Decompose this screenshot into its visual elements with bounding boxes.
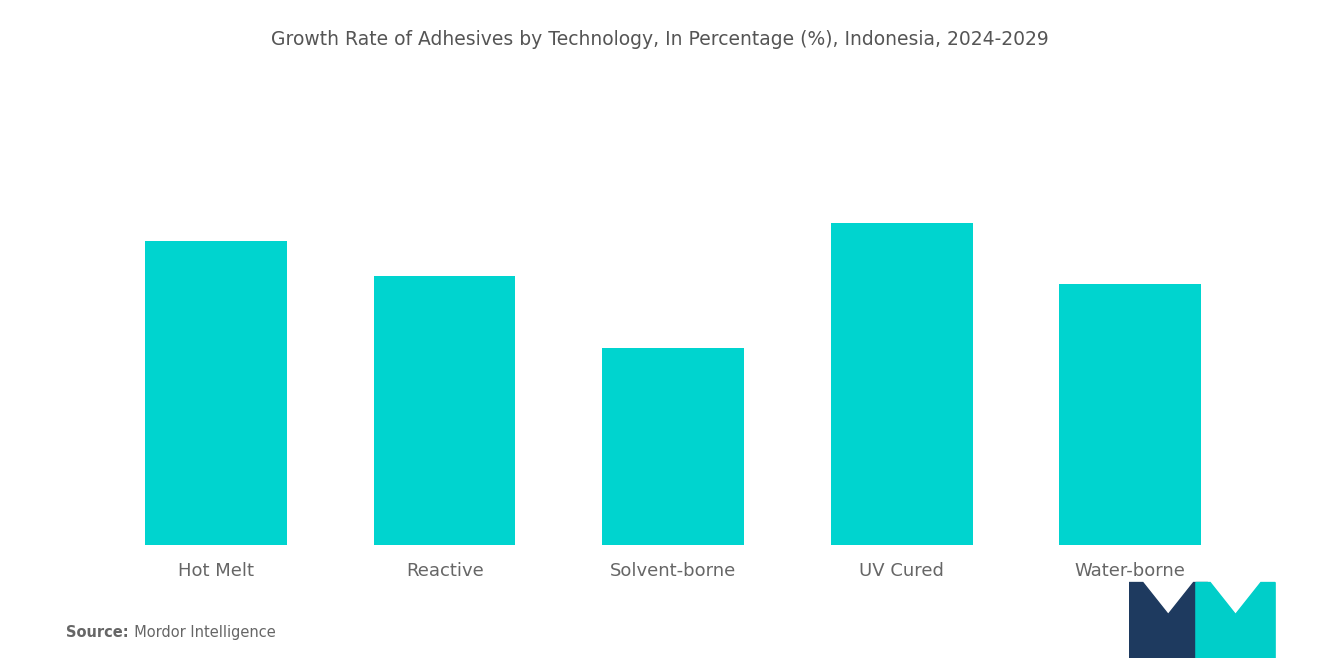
Polygon shape <box>1129 583 1208 658</box>
Text: Mordor Intelligence: Mordor Intelligence <box>125 624 276 640</box>
Bar <box>145 241 286 545</box>
Bar <box>374 277 516 545</box>
Text: Growth Rate of Adhesives by Technology, In Percentage (%), Indonesia, 2024-2029: Growth Rate of Adhesives by Technology, … <box>271 30 1049 49</box>
Bar <box>1060 283 1201 545</box>
Bar <box>602 348 744 545</box>
Polygon shape <box>1196 583 1275 658</box>
Bar <box>830 223 973 545</box>
Text: Source:: Source: <box>66 624 128 640</box>
